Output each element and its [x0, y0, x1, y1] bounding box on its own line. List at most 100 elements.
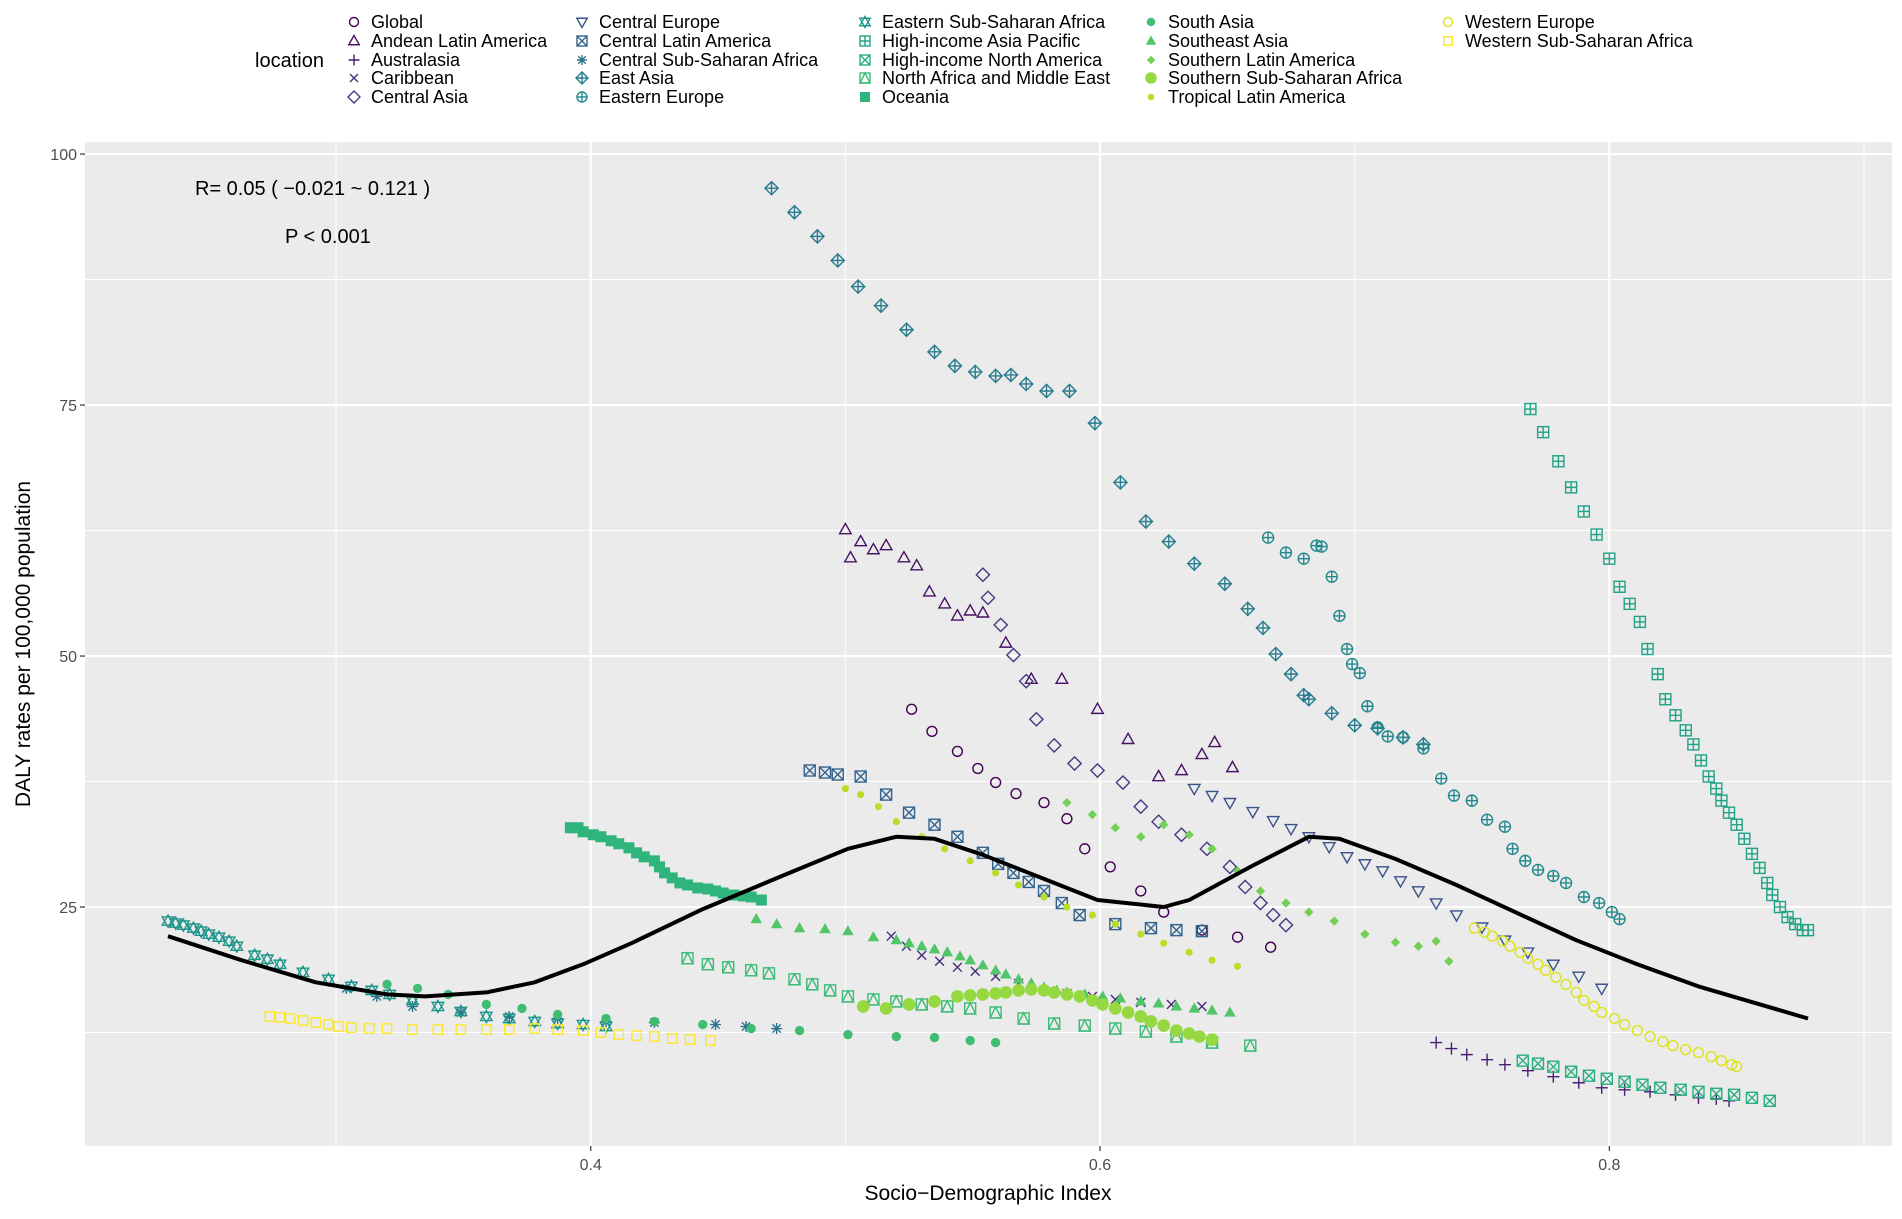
legend-label: High-income Asia Pacific: [882, 31, 1080, 51]
data-point: [1618, 1075, 1631, 1088]
legend-label: Central Latin America: [599, 31, 772, 51]
data-point: [1010, 787, 1022, 800]
data-point: [805, 977, 819, 991]
data-point: [903, 937, 915, 948]
data-point: [1577, 890, 1591, 904]
legend-key-icon: [575, 17, 589, 29]
legend-key-icon: [348, 16, 360, 28]
data-point: [838, 522, 853, 535]
data-point: [1028, 711, 1044, 727]
data-point: [762, 966, 776, 980]
data-point: [1194, 746, 1209, 760]
legend-key-icon: [859, 35, 871, 47]
legend-label: Oceania: [882, 87, 950, 107]
data-point: [892, 818, 900, 826]
data-point: [823, 983, 837, 997]
legend-key-icon: [858, 71, 872, 84]
legend-item: Southeast Asia: [1145, 31, 1289, 51]
data-point: [1594, 983, 1609, 996]
series-western-europe: [1468, 922, 1743, 1073]
data-point: [1613, 580, 1626, 593]
data-point: [1089, 762, 1106, 779]
data-point: [1353, 666, 1366, 680]
data-point: [1710, 1087, 1723, 1100]
series-east-asia: [763, 180, 1432, 752]
data-point: [430, 998, 445, 1014]
data-point: [964, 954, 976, 965]
data-point: [1381, 730, 1394, 743]
data-point: [649, 1016, 660, 1027]
data-point: [1641, 642, 1654, 656]
data-point: [926, 344, 943, 360]
data-point: [1725, 1059, 1738, 1071]
data-point: [1705, 1050, 1717, 1063]
data-point: [432, 1024, 444, 1035]
data-point: [1087, 415, 1103, 431]
x-tick-label: 0.8: [1598, 1157, 1620, 1174]
legend-label: South Asia: [1168, 12, 1255, 32]
legend-key-icon: [347, 90, 361, 104]
data-point: [1324, 705, 1340, 721]
data-point: [889, 994, 903, 1008]
data-point: [771, 1023, 783, 1035]
data-point: [770, 918, 783, 929]
data-point: [684, 1034, 696, 1045]
legend-item: High-income Asia Pacific: [859, 31, 1080, 51]
data-point: [1618, 1018, 1631, 1031]
legend-item: Central Asia: [347, 87, 469, 107]
data-point: [1233, 962, 1242, 970]
legend-item: South Asia: [1146, 12, 1255, 32]
data-point: [934, 956, 945, 967]
data-point: [1003, 367, 1019, 383]
data-point: [1564, 481, 1578, 494]
data-point: [247, 947, 262, 963]
data-point: [1047, 1016, 1061, 1030]
data-point: [1590, 528, 1603, 541]
data-point: [744, 963, 758, 977]
legend-item: North Africa and Middle East: [858, 68, 1110, 88]
data-point: [841, 989, 855, 1003]
legend-label: Central Europe: [599, 12, 720, 32]
annotation-p: P < 0.001: [285, 226, 371, 248]
data-point: [453, 1003, 468, 1019]
data-point: [1152, 997, 1165, 1008]
data-point: [638, 851, 650, 863]
data-point: [993, 617, 1009, 633]
data-point: [1096, 998, 1109, 1011]
data-point: [843, 1029, 853, 1040]
legend-item: East Asia: [575, 68, 675, 88]
data-point: [1110, 823, 1120, 833]
data-point: [1087, 810, 1098, 820]
data-point: [1022, 875, 1035, 889]
data-point: [755, 894, 767, 906]
data-point: [1012, 973, 1025, 984]
data-point: [850, 278, 866, 295]
smooth-line: [167, 834, 1809, 1021]
data-point: [229, 938, 244, 954]
data-point: [577, 1025, 589, 1036]
data-point: [1265, 907, 1281, 923]
data-point: [701, 957, 715, 971]
data-point: [1600, 1072, 1613, 1085]
data-point: [1596, 1006, 1608, 1019]
data-point: [941, 845, 949, 853]
data-point: [1531, 863, 1545, 877]
legend-item: Tropical Latin America: [1147, 87, 1346, 107]
data-point: [1055, 896, 1069, 910]
data-point: [1447, 789, 1461, 802]
data-point: [1730, 818, 1743, 831]
data-point: [407, 1024, 418, 1035]
data-point: [529, 1023, 541, 1034]
data-point: [922, 584, 937, 597]
data-point: [1603, 552, 1616, 565]
series-south-asia: [382, 979, 1001, 1048]
data-point: [1486, 930, 1498, 942]
data-point: [1577, 505, 1591, 518]
legend-key-icon: [576, 35, 588, 47]
data-point: [1066, 755, 1083, 772]
data-point: [1325, 570, 1338, 583]
y-axis-label: DALY rates per 100,000 population: [12, 481, 35, 807]
data-point: [1086, 994, 1099, 1007]
x-tick-label: 0.6: [1089, 1157, 1111, 1174]
data-point: [1498, 1058, 1511, 1071]
